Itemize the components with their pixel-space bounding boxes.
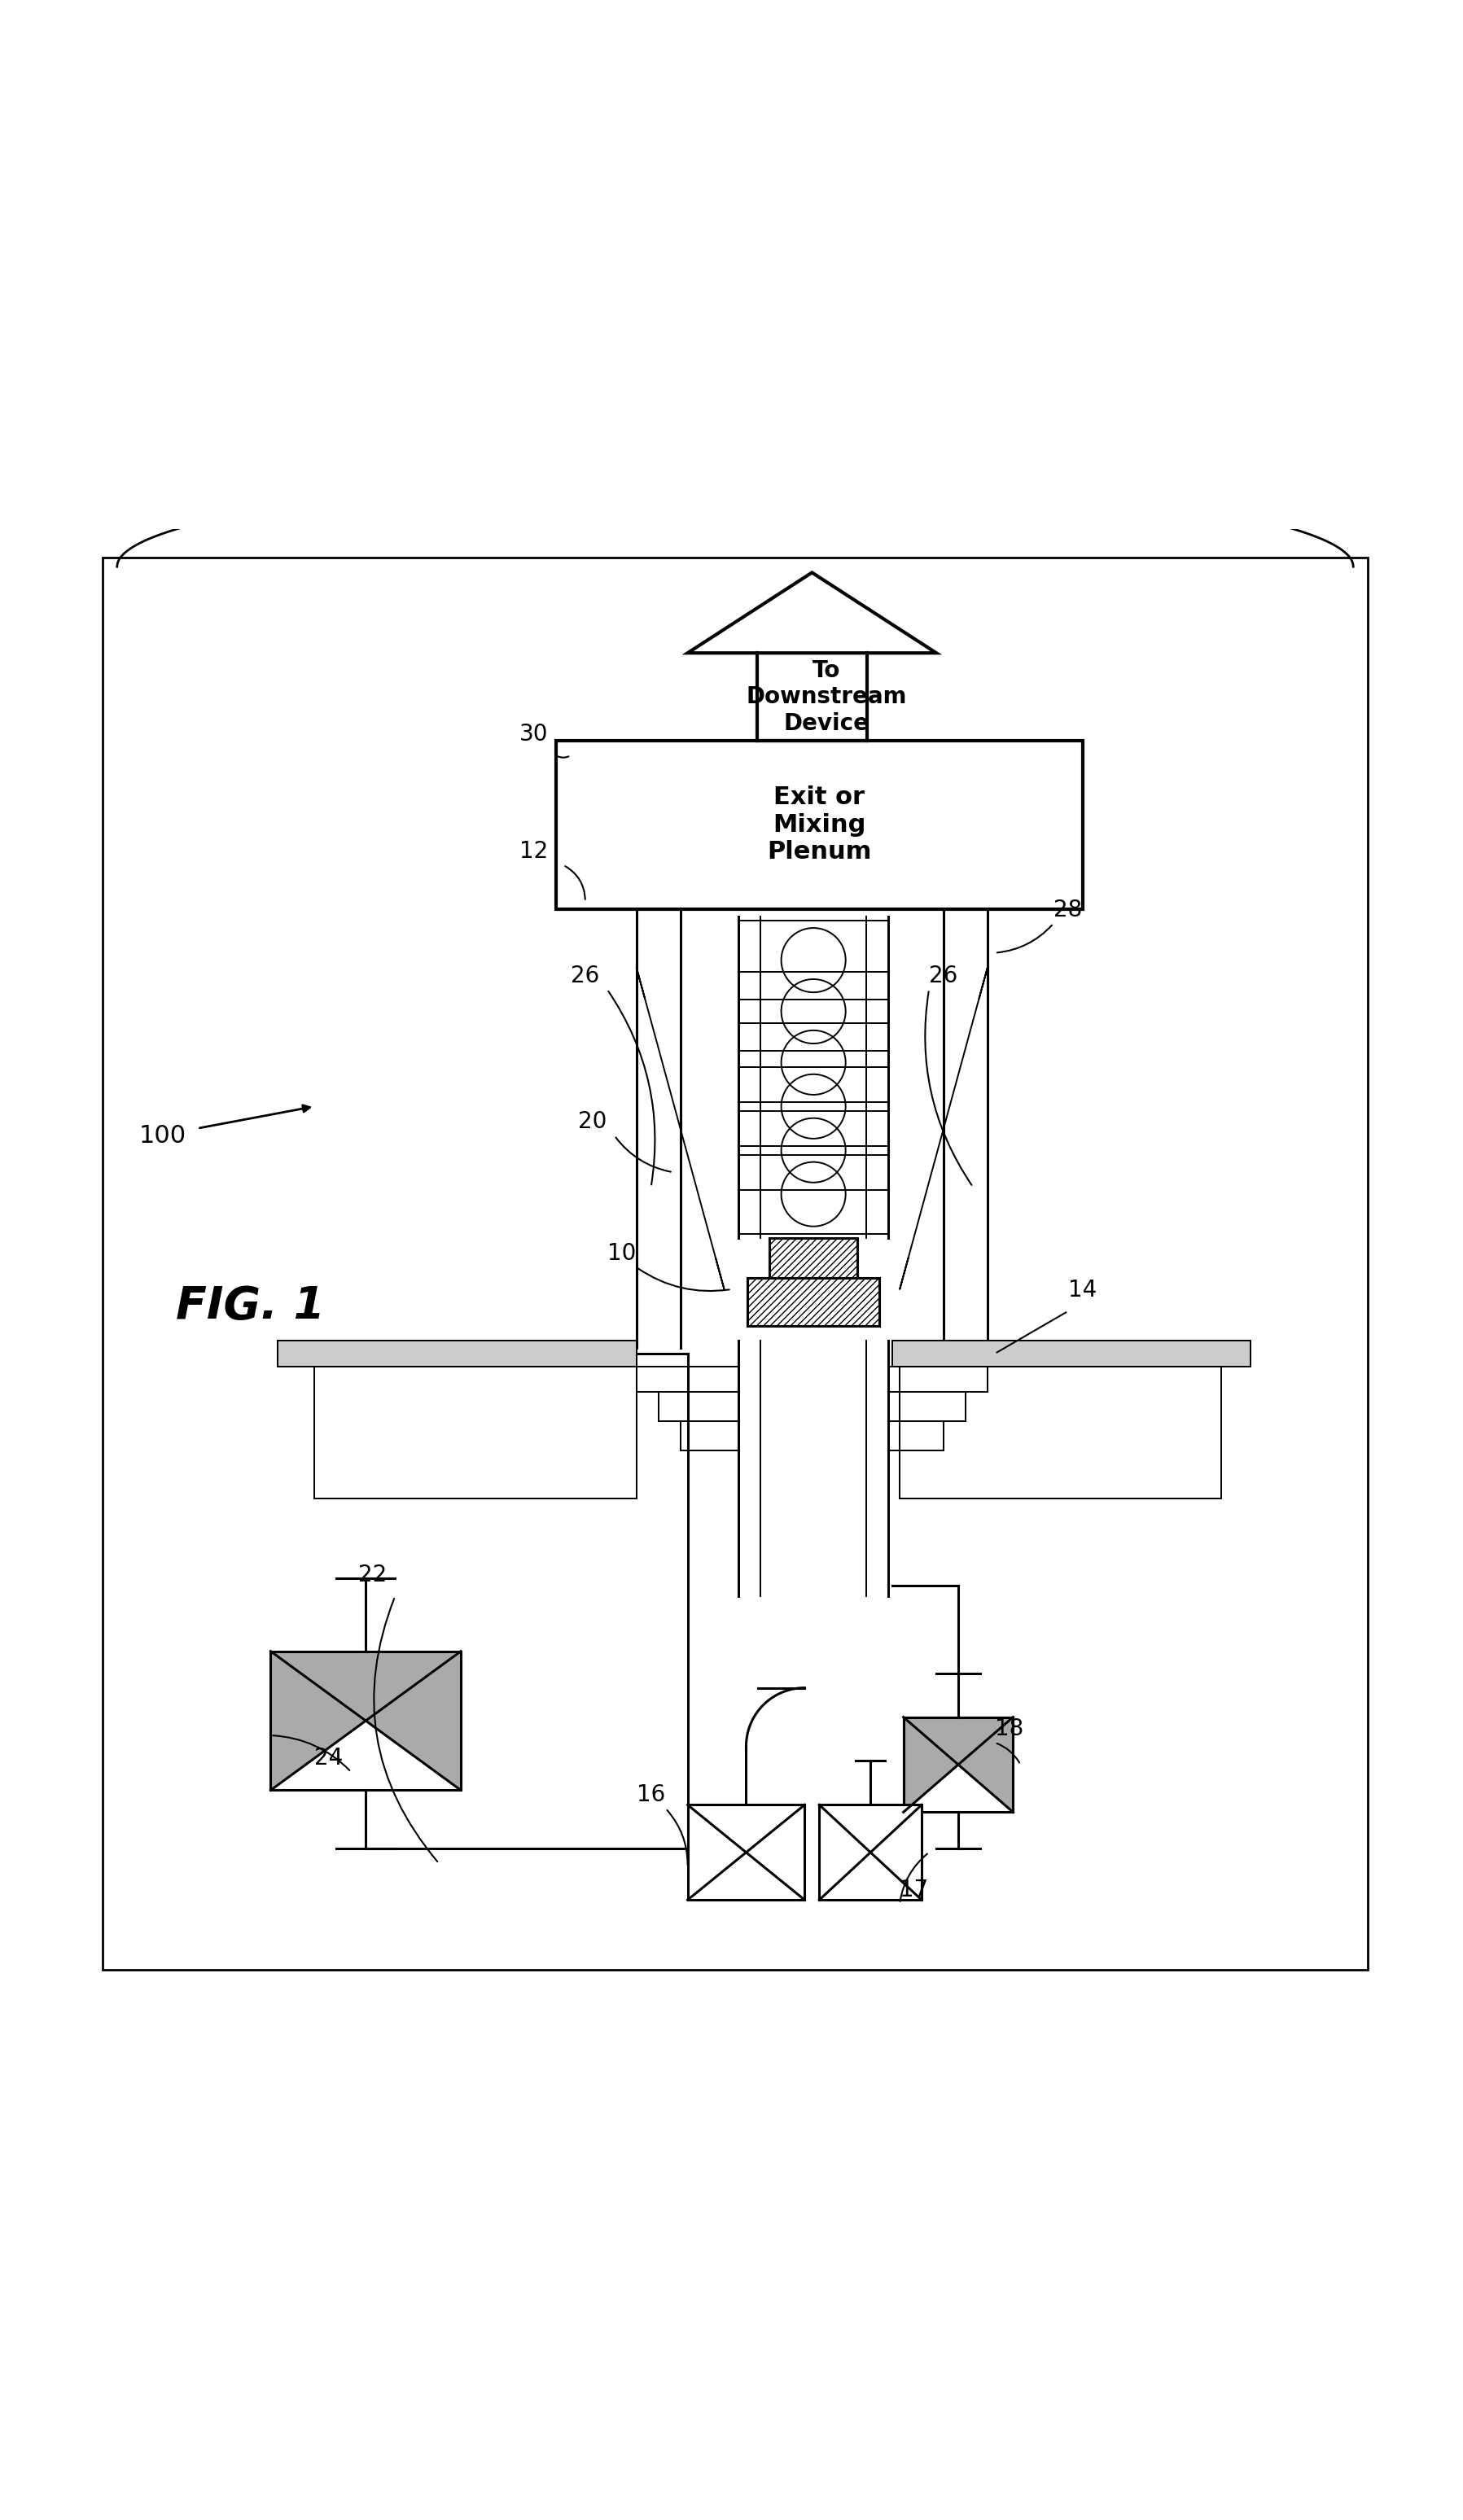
Text: 14: 14 [1068, 1278, 1097, 1300]
Text: 18: 18 [995, 1719, 1024, 1741]
Text: 16: 16 [636, 1784, 666, 1807]
Text: 20: 20 [578, 1111, 607, 1134]
Bar [278, 1341, 636, 1366]
Bar [904, 1716, 1012, 1812]
Text: To
Downstream
Device: To Downstream Device [746, 660, 907, 736]
Polygon shape [271, 1651, 461, 1789]
Bar [819, 1804, 922, 1900]
Text: 17: 17 [900, 1877, 929, 1900]
Text: 22: 22 [358, 1565, 388, 1588]
Text: 12: 12 [519, 839, 549, 862]
Bar [900, 1366, 1222, 1499]
Bar [892, 1341, 1251, 1366]
Text: 10: 10 [607, 1242, 636, 1265]
Bar [556, 741, 1083, 910]
Bar [271, 1651, 461, 1789]
Bar [688, 1804, 805, 1900]
Text: 28: 28 [1053, 897, 1083, 922]
Text: 24: 24 [315, 1746, 344, 1769]
Text: Exit or
Mixing
Plenum: Exit or Mixing Plenum [767, 786, 872, 864]
Polygon shape [904, 1716, 1012, 1812]
Polygon shape [271, 1651, 461, 1789]
Polygon shape [904, 1716, 1012, 1812]
Text: 30: 30 [519, 723, 549, 746]
Text: FIG. 1: FIG. 1 [176, 1285, 325, 1328]
Bar [102, 557, 1368, 1971]
Text: 26: 26 [929, 965, 958, 988]
Text: 100: 100 [139, 1124, 186, 1149]
Bar [748, 1278, 879, 1326]
Bar [770, 1237, 857, 1278]
Bar [315, 1366, 636, 1499]
Text: 26: 26 [571, 965, 600, 988]
